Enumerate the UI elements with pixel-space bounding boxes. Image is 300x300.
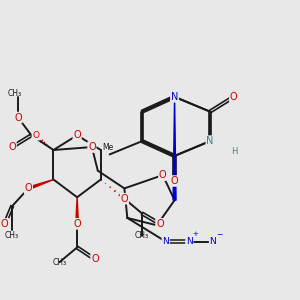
Text: CH₃: CH₃ — [5, 231, 19, 240]
Text: N: N — [162, 237, 169, 246]
Text: O: O — [32, 131, 39, 140]
Polygon shape — [28, 179, 53, 190]
Text: O: O — [230, 92, 238, 102]
Text: N: N — [206, 136, 214, 146]
Text: CH₃: CH₃ — [8, 89, 22, 98]
Text: O: O — [156, 219, 164, 229]
Text: −: − — [216, 230, 222, 239]
Text: O: O — [73, 219, 81, 229]
Text: O: O — [159, 170, 166, 180]
Text: O: O — [88, 142, 96, 152]
Polygon shape — [173, 97, 176, 200]
Text: O: O — [14, 112, 22, 122]
Text: O: O — [121, 194, 128, 204]
Text: CH₃: CH₃ — [135, 231, 149, 240]
Text: H: H — [231, 147, 237, 156]
Text: O: O — [1, 219, 9, 229]
Text: +: + — [192, 231, 198, 237]
Text: CH₃: CH₃ — [52, 258, 67, 267]
Text: N: N — [210, 237, 216, 246]
Text: O: O — [171, 176, 178, 186]
Text: N: N — [186, 237, 193, 246]
Polygon shape — [76, 197, 79, 224]
Text: N: N — [171, 92, 178, 102]
Text: O: O — [73, 130, 81, 140]
Text: Me: Me — [103, 143, 114, 152]
Text: O: O — [91, 254, 99, 264]
Text: O: O — [25, 183, 32, 194]
Text: O: O — [8, 142, 16, 152]
